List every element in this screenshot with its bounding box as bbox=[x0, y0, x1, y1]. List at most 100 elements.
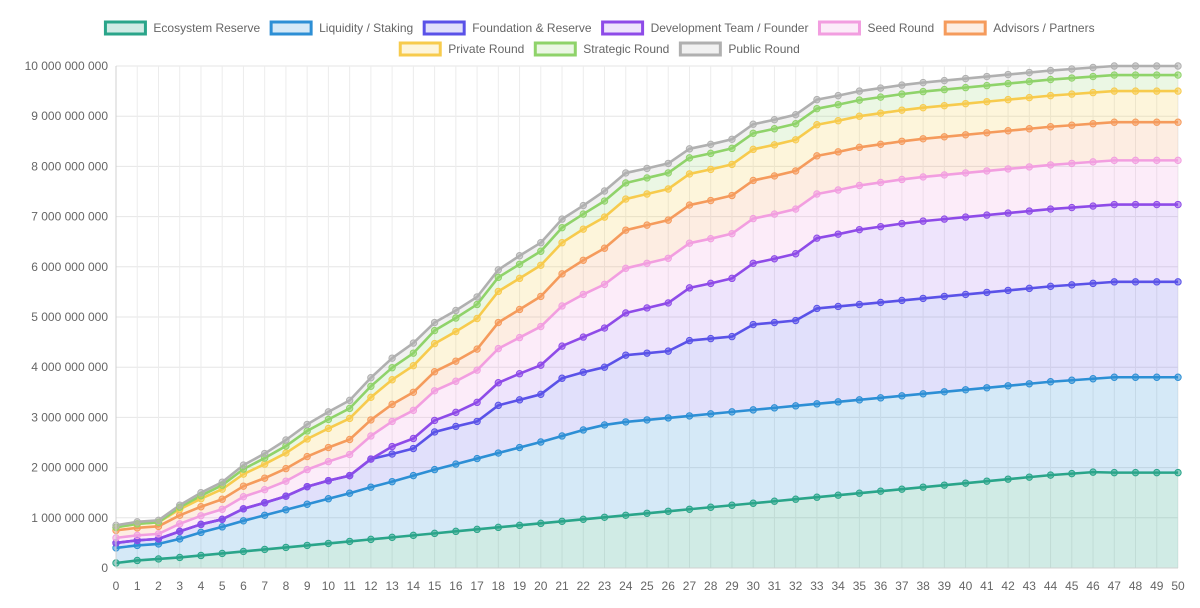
data-point[interactable] bbox=[218, 505, 226, 513]
data-point[interactable] bbox=[218, 523, 226, 531]
data-point[interactable] bbox=[1004, 382, 1012, 390]
data-point[interactable] bbox=[728, 408, 736, 416]
data-point[interactable] bbox=[643, 174, 651, 182]
data-point[interactable] bbox=[1089, 120, 1097, 128]
data-point[interactable] bbox=[813, 400, 821, 408]
data-point[interactable] bbox=[1131, 118, 1140, 126]
data-point[interactable] bbox=[770, 255, 779, 263]
data-point[interactable] bbox=[600, 421, 609, 429]
data-point[interactable] bbox=[367, 416, 375, 424]
data-point[interactable] bbox=[473, 525, 481, 534]
data-point[interactable] bbox=[515, 521, 524, 530]
data-point[interactable] bbox=[579, 426, 587, 434]
data-point[interactable] bbox=[558, 223, 566, 232]
data-point[interactable] bbox=[494, 344, 503, 353]
data-point[interactable] bbox=[260, 449, 269, 458]
legend-item[interactable]: Strategic Round bbox=[533, 41, 669, 57]
data-point[interactable] bbox=[728, 144, 736, 153]
data-point[interactable] bbox=[600, 187, 609, 195]
data-point[interactable] bbox=[303, 427, 311, 435]
data-point[interactable] bbox=[961, 169, 970, 177]
data-point[interactable] bbox=[643, 509, 651, 517]
data-point[interactable] bbox=[685, 284, 694, 292]
data-point[interactable] bbox=[707, 165, 715, 174]
data-point[interactable] bbox=[452, 527, 460, 536]
data-point[interactable] bbox=[622, 309, 630, 317]
data-point[interactable] bbox=[728, 229, 736, 238]
data-point[interactable] bbox=[1068, 469, 1076, 478]
data-point[interactable] bbox=[707, 140, 715, 149]
data-point[interactable] bbox=[622, 226, 630, 234]
data-point[interactable] bbox=[494, 273, 503, 282]
data-point[interactable] bbox=[1004, 127, 1012, 135]
data-point[interactable] bbox=[770, 125, 779, 133]
data-point[interactable] bbox=[855, 225, 864, 234]
data-point[interactable] bbox=[898, 392, 906, 400]
data-point[interactable] bbox=[643, 259, 651, 267]
data-point[interactable] bbox=[813, 234, 821, 242]
data-point[interactable] bbox=[303, 420, 311, 429]
data-point[interactable] bbox=[282, 449, 290, 457]
data-point[interactable] bbox=[876, 298, 885, 307]
data-point[interactable] bbox=[940, 76, 949, 85]
data-point[interactable] bbox=[685, 170, 694, 178]
data-point[interactable] bbox=[813, 152, 821, 160]
data-point[interactable] bbox=[260, 460, 269, 468]
data-point[interactable] bbox=[176, 553, 184, 562]
data-point[interactable] bbox=[282, 543, 290, 552]
data-point[interactable] bbox=[452, 306, 460, 315]
data-point[interactable] bbox=[473, 293, 481, 301]
data-point[interactable] bbox=[324, 424, 333, 433]
data-point[interactable] bbox=[834, 186, 842, 194]
data-point[interactable] bbox=[1153, 468, 1161, 477]
data-point[interactable] bbox=[600, 280, 609, 289]
data-point[interactable] bbox=[1068, 376, 1076, 384]
data-point[interactable] bbox=[1174, 468, 1182, 477]
data-point[interactable] bbox=[515, 260, 524, 268]
data-point[interactable] bbox=[707, 234, 715, 243]
data-point[interactable] bbox=[303, 541, 311, 550]
data-point[interactable] bbox=[813, 493, 821, 501]
data-point[interactable] bbox=[1153, 62, 1161, 70]
data-point[interactable] bbox=[430, 318, 439, 327]
data-point[interactable] bbox=[1110, 200, 1118, 209]
data-point[interactable] bbox=[600, 324, 609, 332]
data-point[interactable] bbox=[1004, 286, 1012, 295]
data-point[interactable] bbox=[473, 345, 481, 353]
data-point[interactable] bbox=[579, 225, 587, 233]
data-point[interactable] bbox=[345, 435, 354, 444]
data-point[interactable] bbox=[791, 167, 800, 175]
data-point[interactable] bbox=[961, 99, 970, 108]
data-point[interactable] bbox=[409, 471, 418, 480]
data-point[interactable] bbox=[685, 505, 694, 513]
data-point[interactable] bbox=[537, 438, 545, 446]
data-point[interactable] bbox=[473, 398, 481, 407]
data-point[interactable] bbox=[643, 190, 651, 198]
data-point[interactable] bbox=[239, 505, 248, 513]
data-point[interactable] bbox=[1004, 95, 1012, 104]
data-point[interactable] bbox=[855, 181, 864, 190]
data-point[interactable] bbox=[367, 393, 375, 402]
data-point[interactable] bbox=[707, 410, 715, 418]
legend-item[interactable]: Liquidity / Staking bbox=[269, 20, 413, 36]
data-point[interactable] bbox=[898, 296, 906, 305]
data-point[interactable] bbox=[515, 333, 524, 342]
data-point[interactable] bbox=[282, 477, 290, 485]
data-point[interactable] bbox=[388, 477, 396, 486]
data-point[interactable] bbox=[537, 239, 545, 247]
data-point[interactable] bbox=[1025, 207, 1034, 215]
data-point[interactable] bbox=[1025, 93, 1034, 102]
data-point[interactable] bbox=[154, 530, 163, 538]
data-point[interactable] bbox=[940, 292, 949, 301]
data-point[interactable] bbox=[345, 450, 354, 459]
data-point[interactable] bbox=[876, 178, 885, 187]
data-point[interactable] bbox=[303, 482, 311, 491]
data-point[interactable] bbox=[345, 489, 354, 497]
data-point[interactable] bbox=[1046, 91, 1055, 100]
data-point[interactable] bbox=[855, 489, 864, 497]
data-point[interactable] bbox=[834, 117, 842, 125]
data-point[interactable] bbox=[1068, 121, 1076, 129]
data-point[interactable] bbox=[664, 216, 672, 224]
data-point[interactable] bbox=[983, 81, 991, 90]
data-point[interactable] bbox=[1089, 63, 1097, 72]
